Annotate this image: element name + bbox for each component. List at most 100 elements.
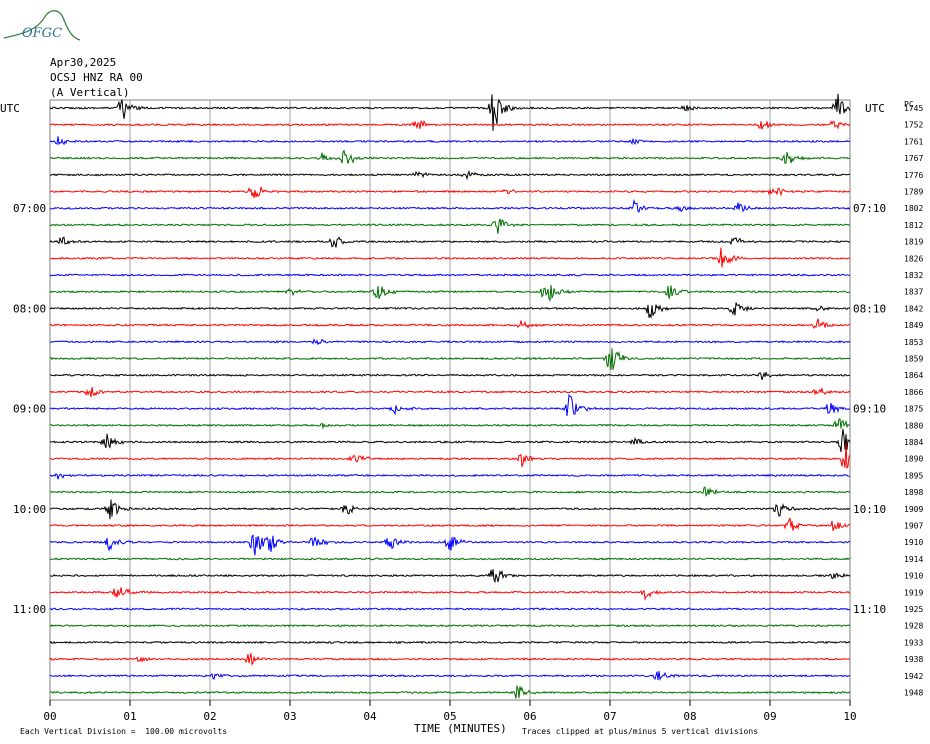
x-tick-label: 07 <box>603 710 616 723</box>
trace-line <box>49 607 851 611</box>
right-value-label: 1933 <box>904 638 923 647</box>
right-time-label: 08:10 <box>853 302 886 315</box>
right-value-label: 1884 <box>904 438 923 447</box>
x-tick-label: 00 <box>43 710 56 723</box>
trace-line <box>49 418 851 430</box>
left-time-label: 07:00 <box>13 202 46 215</box>
trace-line <box>49 640 851 645</box>
trace-line <box>49 348 851 370</box>
trace-line <box>49 273 851 277</box>
left-time-label: 08:00 <box>13 302 46 315</box>
right-value-label: 1802 <box>904 204 923 213</box>
footer-scale-note: Each Vertical Division = 100.00 microvol… <box>20 727 228 736</box>
right-value-label: 1866 <box>904 388 923 397</box>
trace-line <box>49 671 851 682</box>
trace-line <box>49 569 851 584</box>
trace-line <box>50 186 851 199</box>
trace-line <box>50 371 850 381</box>
right-value-label: 1910 <box>904 572 923 581</box>
right-value-label: 1890 <box>904 455 923 464</box>
trace-line <box>49 247 851 268</box>
trace-line <box>49 136 851 146</box>
right-value-label: 1910 <box>904 538 923 547</box>
right-value-label: 1898 <box>904 488 923 497</box>
right-value-label: 1919 <box>904 588 923 597</box>
right-value-label: 1914 <box>904 555 923 564</box>
right-value-label: 1819 <box>904 238 923 247</box>
right-value-label: 1812 <box>904 221 923 230</box>
trace-line <box>49 499 851 520</box>
time-labels: UTC 07:00 08:00 09:00 10:00 11:00 UTC 07:10 08:1… <box>0 102 886 616</box>
trace-line <box>49 393 851 417</box>
trace-line <box>49 684 851 699</box>
x-tick-label: 09 <box>763 710 776 723</box>
footer-clip-note: Traces clipped at plus/minus 5 vertical … <box>522 727 759 736</box>
x-tick-label: 10 <box>843 710 856 723</box>
x-tick-label: 03 <box>283 710 296 723</box>
trace-line <box>49 486 851 497</box>
right-value-label: 1826 <box>904 254 923 263</box>
trace-group <box>49 93 851 699</box>
trace-line <box>49 236 851 248</box>
right-column-header: PC <box>904 100 914 109</box>
trace-line <box>49 198 851 213</box>
right-value-label: 1842 <box>904 304 923 313</box>
right-value-label: 1875 <box>904 405 923 414</box>
plot-grid <box>49 99 851 701</box>
trace-line <box>50 442 851 469</box>
header-date: Apr30,2025 <box>50 56 117 69</box>
trace-line <box>49 534 851 556</box>
trace-line <box>49 587 850 601</box>
trace-line <box>49 557 851 561</box>
right-value-label: 1880 <box>904 421 923 430</box>
trace-line <box>49 149 851 164</box>
right-time-label: 10:10 <box>853 503 886 516</box>
right-value-label: 1752 <box>904 121 923 130</box>
right-value-label: 1767 <box>904 154 923 163</box>
trace-line <box>49 517 851 531</box>
right-value-label: 1761 <box>904 137 923 146</box>
right-value-label: 1859 <box>904 355 923 364</box>
right-value-column: 1745 1752 1761 1767 1776 1789 1802 1812 1819 1826… <box>904 104 923 698</box>
trace-line <box>49 624 851 628</box>
x-tick-label: 02 <box>203 710 216 723</box>
right-value-label: 1837 <box>904 288 923 297</box>
right-value-label: 1938 <box>904 655 923 664</box>
x-tick-label: 04 <box>363 710 377 723</box>
left-time-label: 11:00 <box>13 603 46 616</box>
right-value-label: 1832 <box>904 271 923 280</box>
right-value-label: 1776 <box>904 171 923 180</box>
right-value-label: 1895 <box>904 471 923 480</box>
right-value-label: 1907 <box>904 522 923 531</box>
right-value-label: 1849 <box>904 321 923 330</box>
right-value-label: 1864 <box>904 371 923 380</box>
trace-line <box>49 473 851 480</box>
trace-line <box>49 386 851 398</box>
left-time-label: 10:00 <box>13 503 46 516</box>
trace-line <box>49 169 851 181</box>
logo-swoosh-icon <box>3 10 81 41</box>
left-time-label: 09:00 <box>13 403 46 416</box>
trace-line <box>49 119 851 130</box>
trace-line <box>49 218 850 234</box>
right-value-label: 1789 <box>904 188 923 197</box>
trace-line <box>49 93 851 131</box>
trace-line <box>49 302 851 319</box>
header-station: OCSJ HNZ RA 00 <box>50 71 143 84</box>
x-axis-title: TIME (MINUTES) <box>414 722 507 735</box>
right-value-label: 1942 <box>904 672 923 681</box>
right-value-label: 1745 <box>904 104 923 113</box>
x-tick-label: 01 <box>123 710 136 723</box>
right-time-label: 09:10 <box>853 403 886 416</box>
left-time-label: UTC <box>0 102 20 115</box>
right-value-label: 1909 <box>904 505 923 514</box>
right-value-label: 1948 <box>904 689 923 698</box>
right-time-label: 11:10 <box>853 603 886 616</box>
right-value-label: 1928 <box>904 622 923 631</box>
right-value-label: 1853 <box>904 338 923 347</box>
trace-line <box>49 284 851 302</box>
x-tick-label: 08 <box>683 710 696 723</box>
right-time-label: UTC <box>865 102 885 115</box>
logo-text: OFGC <box>22 26 63 41</box>
